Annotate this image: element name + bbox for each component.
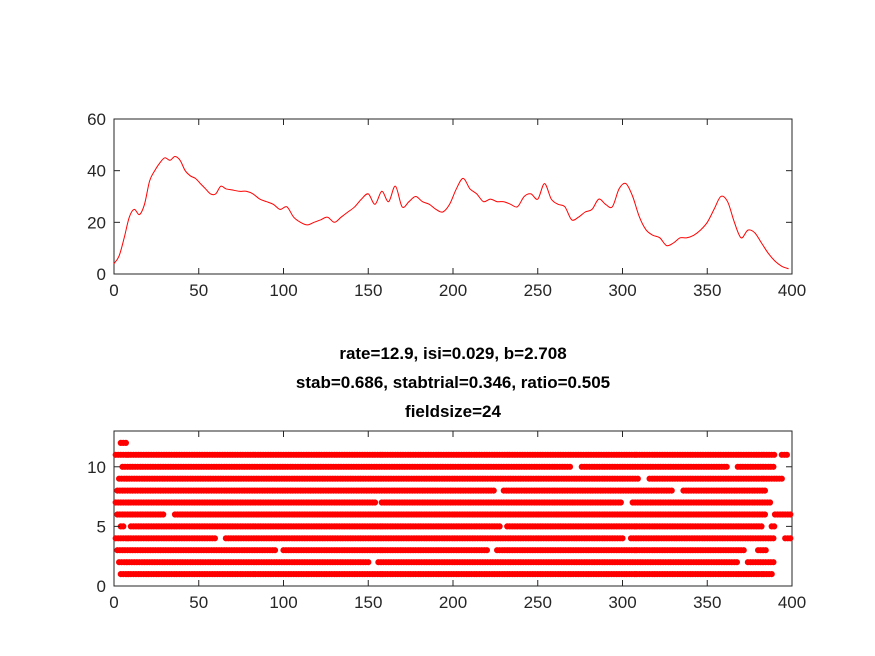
y-tick-label: 40 — [87, 162, 106, 181]
spike-point — [211, 535, 218, 542]
x-tick-label: 100 — [269, 281, 297, 300]
y-tick-label: 5 — [97, 517, 106, 536]
spike-point — [120, 523, 127, 530]
y-tick-label: 0 — [97, 577, 106, 596]
spike-point — [758, 523, 765, 530]
spike-point — [783, 451, 791, 458]
x-tick-label: 150 — [354, 281, 382, 300]
spike-point — [566, 463, 574, 470]
x-tick-label: 50 — [189, 281, 208, 300]
title-line-3: fieldsize=24 — [405, 402, 501, 421]
x-tick-label: 350 — [693, 593, 721, 612]
spike-point — [122, 439, 129, 446]
title-line-2: stab=0.686, stabtrial=0.346, ratio=0.505 — [296, 373, 610, 392]
x-tick-label: 100 — [269, 593, 297, 612]
spike-point — [160, 511, 167, 518]
spike-point — [766, 499, 774, 506]
spike-point — [770, 463, 777, 470]
x-tick-label: 250 — [524, 593, 552, 612]
spike-point — [762, 547, 769, 554]
spike-point — [771, 451, 778, 458]
spike-point — [617, 499, 624, 506]
line-plot-ticks: 0 50 100 150 200 250 300 350 400 0 20 40 60 — [87, 110, 806, 300]
spike-point — [768, 571, 775, 578]
spike-point — [723, 463, 730, 470]
spike-point — [619, 535, 626, 542]
x-tick-label: 0 — [109, 593, 118, 612]
y-tick-label: 10 — [87, 458, 106, 477]
spike-point — [496, 523, 503, 530]
spike-point — [483, 547, 490, 554]
x-tick-label: 400 — [778, 281, 806, 300]
x-tick-label: 300 — [608, 593, 636, 612]
raster-plot-ticks: 0 50 100 150 200 250 300 350 400 0 5 10 — [87, 431, 806, 612]
x-tick-label: 200 — [439, 593, 467, 612]
x-tick-label: 250 — [524, 281, 552, 300]
spike-point — [761, 487, 769, 494]
raster-plot-title: rate=12.9, isi=0.029, b=2.708 stab=0.686… — [296, 344, 610, 421]
spike-point — [365, 559, 372, 566]
y-tick-label: 60 — [87, 110, 106, 129]
spike-point — [371, 499, 379, 506]
raster-plot-axes: 0 50 100 150 200 250 300 350 400 0 5 10 — [87, 430, 806, 612]
x-tick-label: 350 — [693, 281, 721, 300]
x-tick-label: 300 — [608, 281, 636, 300]
spike-point — [770, 535, 777, 542]
spike-point — [733, 559, 741, 566]
spike-point — [761, 511, 769, 518]
spike-point — [770, 559, 777, 566]
x-tick-label: 200 — [439, 281, 467, 300]
spike-point — [271, 547, 279, 554]
x-tick-label: 400 — [778, 593, 806, 612]
spike-point — [778, 475, 785, 482]
spike-point — [787, 511, 794, 518]
y-tick-label: 20 — [87, 213, 106, 232]
x-tick-label: 50 — [189, 593, 208, 612]
line-plot-axes: 0 50 100 150 200 250 300 350 400 0 20 40 60 — [87, 110, 806, 300]
x-tick-label: 150 — [354, 593, 382, 612]
spike-point — [490, 487, 497, 494]
spike-point — [771, 523, 778, 530]
title-line-1: rate=12.9, isi=0.029, b=2.708 — [339, 344, 566, 363]
line-series-0 — [113, 155, 789, 270]
x-tick-label: 0 — [109, 281, 118, 300]
raster-points — [112, 439, 794, 578]
spike-point — [787, 535, 794, 542]
spike-point — [668, 487, 675, 494]
spike-point — [634, 475, 641, 482]
spike-point — [740, 547, 747, 554]
y-tick-label: 0 — [97, 265, 106, 284]
